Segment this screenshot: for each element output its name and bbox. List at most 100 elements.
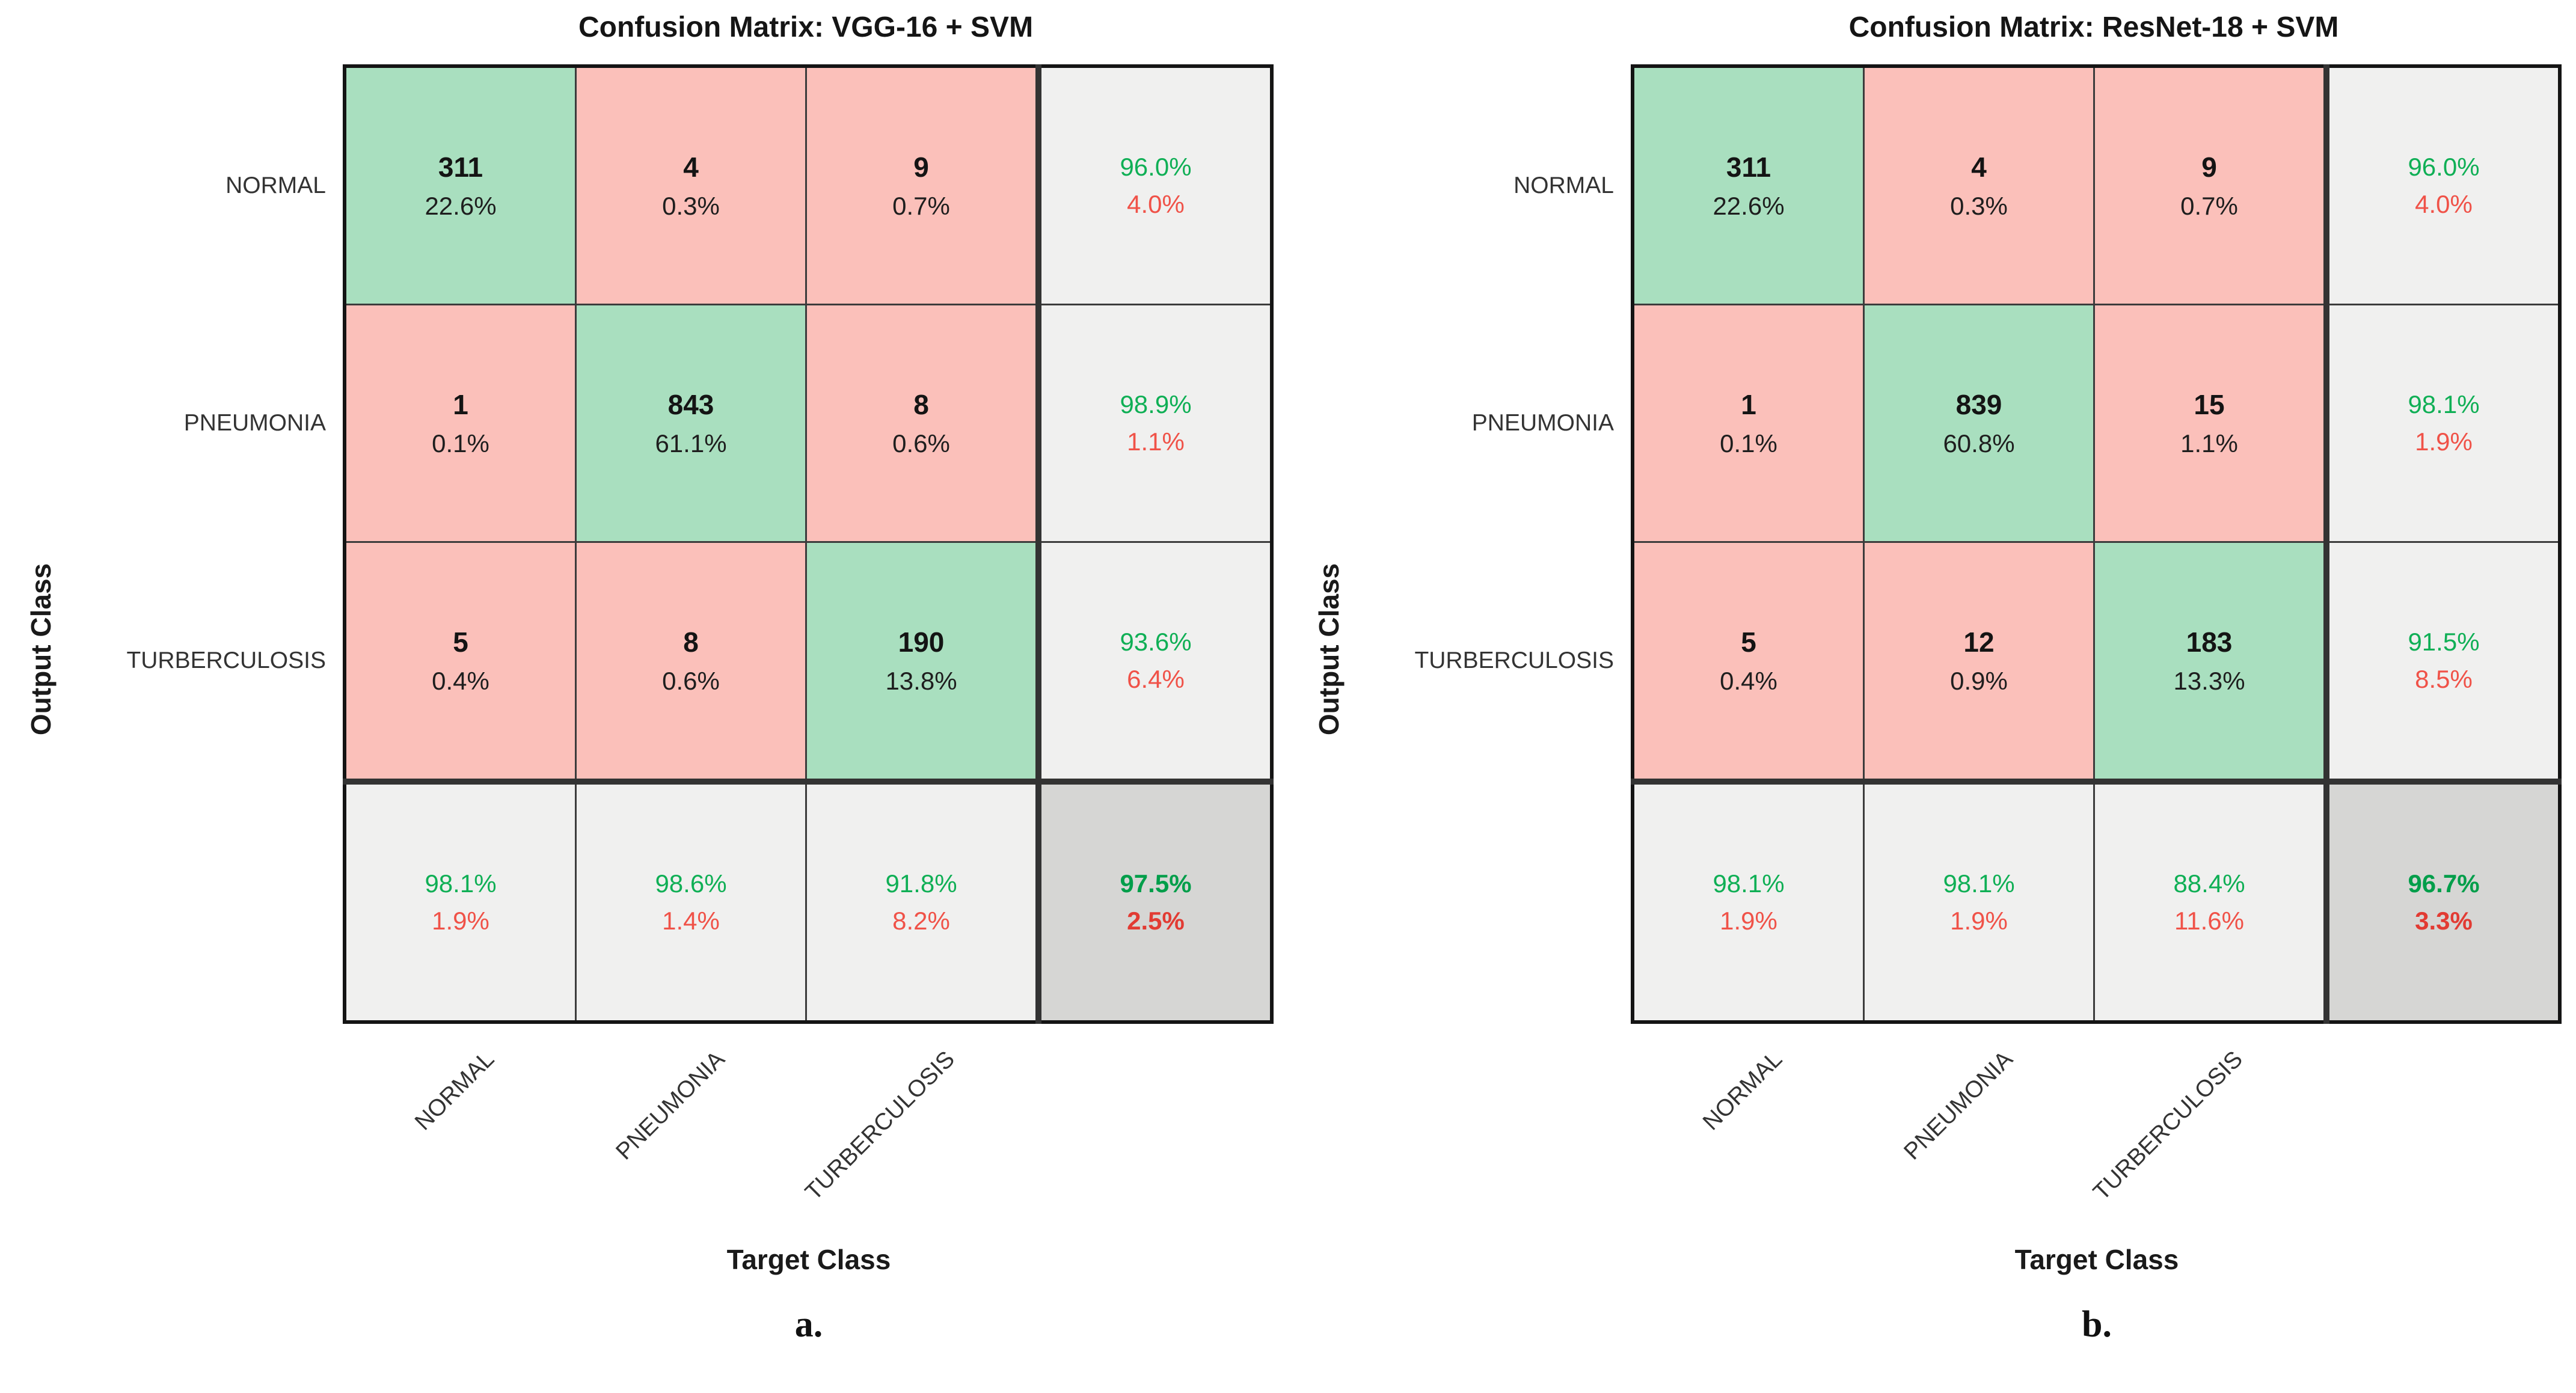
matrix-cell: 4 0.3% — [575, 65, 807, 305]
row-summary-cell: 96.0% 4.0% — [2323, 65, 2561, 305]
cell-count: 4 — [683, 152, 699, 183]
cell-count: 190 — [898, 626, 945, 658]
summary-green-percent: 98.1% — [425, 869, 497, 898]
matrix-cell: 8 0.6% — [575, 541, 807, 783]
summary-red-percent: 6.4% — [1127, 665, 1185, 693]
cell-count: 8 — [913, 389, 929, 420]
cell-percent: 13.8% — [885, 667, 957, 695]
matrix-cell: 8 0.6% — [805, 304, 1040, 543]
x-tick-label-normal: NORMAL — [1698, 1046, 1788, 1136]
chart-title: Confusion Matrix: ResNet-18 + SVM — [1848, 11, 2339, 43]
x-tick-label-pneumonia: PNEUMONIA — [610, 1046, 730, 1165]
row-summary-cell: 98.9% 1.1% — [1035, 304, 1273, 543]
cell-percent: 0.3% — [1950, 192, 2008, 220]
x-tick-label-turberculosis: TURBERCULOSIS — [2088, 1046, 2248, 1205]
matrix-cell: 183 13.3% — [2093, 541, 2328, 783]
row-summary-cell: 91.5% 8.5% — [2323, 541, 2561, 783]
col-summary-cell: 98.1% 1.9% — [1863, 779, 2095, 1023]
summary-green-percent: 91.8% — [885, 869, 957, 898]
summary-red-percent: 8.5% — [2415, 665, 2473, 693]
summary-green-percent: 91.5% — [2408, 628, 2480, 656]
cell-count: 12 — [1963, 626, 1995, 658]
confusion-matrix-panel-b: Confusion Matrix: ResNet-18 + SVM Output… — [1288, 0, 2576, 1393]
y-tick-label-pneumonia: PNEUMONIA — [183, 410, 326, 436]
summary-red-percent: 11.6% — [2174, 907, 2244, 935]
row-summary-cell: 96.0% 4.0% — [1035, 65, 1273, 305]
confusion-matrix-grid: 311 22.6% 4 0.3% 9 0.7% 96.0% 4.0% 1 0.1… — [1631, 64, 2562, 1024]
y-tick-label-pneumonia: PNEUMONIA — [1471, 410, 1614, 436]
cell-percent: 0.7% — [2180, 192, 2238, 220]
cell-percent: 0.4% — [432, 667, 489, 695]
cell-count: 4 — [1971, 152, 1987, 183]
cell-count: 9 — [913, 152, 929, 183]
cell-count: 8 — [683, 626, 699, 658]
row-summary-cell: 93.6% 6.4% — [1035, 541, 1273, 783]
x-tick-label-normal: NORMAL — [410, 1046, 500, 1136]
matrix-cell: 12 0.9% — [1863, 541, 2095, 783]
cell-percent: 0.3% — [662, 192, 720, 220]
summary-red-percent: 1.9% — [1720, 907, 1777, 935]
cell-count: 1 — [1741, 389, 1756, 420]
summary-red-percent: 1.4% — [662, 907, 720, 935]
summary-red-percent: 1.9% — [2415, 427, 2473, 456]
matrix-cell: 9 0.7% — [805, 65, 1040, 305]
summary-green-percent: 98.9% — [1120, 390, 1192, 418]
cell-count: 5 — [453, 626, 468, 658]
cell-percent: 0.1% — [432, 429, 489, 458]
matrix-row: 311 22.6% 4 0.3% 9 0.7% 96.0% 4.0% — [343, 65, 1273, 305]
row-summary-cell: 98.1% 1.9% — [2323, 304, 2561, 543]
summary-green-percent: 98.1% — [1943, 869, 2015, 898]
matrix-cell: 843 61.1% — [575, 304, 807, 543]
cell-percent: 0.6% — [662, 667, 720, 695]
summary-red-percent: 1.9% — [1950, 907, 2008, 935]
cell-percent: 0.1% — [1720, 429, 1777, 458]
summary-green-percent: 96.0% — [1120, 153, 1192, 181]
col-summary-cell: 98.1% 1.9% — [343, 779, 577, 1023]
overall-accuracy-cell: 96.7% 3.3% — [2323, 779, 2561, 1023]
cell-percent: 1.1% — [2180, 429, 2238, 458]
cell-count: 839 — [1955, 389, 2002, 420]
summary-row: 98.1% 1.9% 98.1% 1.9% 88.4% 11.6% 96.7% … — [1631, 779, 2561, 1023]
cell-count: 5 — [1741, 626, 1756, 658]
x-tick-label-pneumonia: PNEUMONIA — [1898, 1046, 2018, 1165]
col-summary-cell: 98.1% 1.9% — [1631, 779, 1865, 1023]
x-axis-label: Target Class — [2014, 1244, 2179, 1275]
matrix-cell: 1 0.1% — [343, 304, 577, 543]
matrix-cell: 839 60.8% — [1863, 304, 2095, 543]
overall-accuracy-cell: 97.5% 2.5% — [1035, 779, 1273, 1023]
cell-percent: 0.6% — [892, 429, 950, 458]
summary-red-percent: 4.0% — [2415, 190, 2473, 218]
matrix-cell: 5 0.4% — [1631, 541, 1865, 783]
cell-count: 1 — [453, 389, 468, 420]
y-tick-label-normal: NORMAL — [1513, 173, 1614, 198]
overall-accuracy-percent: 96.7% — [2408, 869, 2480, 898]
summary-green-percent: 93.6% — [1120, 628, 1192, 656]
cell-percent: 22.6% — [1713, 192, 1785, 220]
matrix-row: 5 0.4% 12 0.9% 183 13.3% 91.5% 8.5% — [1631, 541, 2561, 783]
y-tick-label-turberculosis: TURBERCULOSIS — [126, 648, 326, 673]
summary-green-percent: 96.0% — [2408, 153, 2480, 181]
overall-error-percent: 2.5% — [1127, 907, 1185, 935]
cell-count: 9 — [2201, 152, 2217, 183]
cell-count: 843 — [667, 389, 714, 420]
matrix-cell: 5 0.4% — [343, 541, 577, 783]
subfigure-caption-b: b. — [2082, 1304, 2112, 1345]
summary-red-percent: 1.1% — [1127, 427, 1185, 456]
summary-green-percent: 98.6% — [655, 869, 727, 898]
cell-percent: 22.6% — [425, 192, 497, 220]
col-summary-cell: 98.6% 1.4% — [575, 779, 807, 1023]
summary-red-percent: 8.2% — [892, 907, 950, 935]
col-summary-cell: 91.8% 8.2% — [805, 779, 1040, 1023]
chart-title: Confusion Matrix: VGG-16 + SVM — [578, 11, 1034, 43]
cell-percent: 0.4% — [1720, 667, 1777, 695]
cell-percent: 61.1% — [655, 429, 727, 458]
matrix-cell: 15 1.1% — [2093, 304, 2328, 543]
cell-count: 15 — [2194, 389, 2225, 420]
cell-percent: 0.7% — [892, 192, 950, 220]
matrix-row: 1 0.1% 839 60.8% 15 1.1% 98.1% 1.9% — [1631, 304, 2561, 543]
confusion-matrix-grid: 311 22.6% 4 0.3% 9 0.7% 96.0% 4.0% 1 0.1… — [343, 64, 1274, 1024]
summary-red-percent: 4.0% — [1127, 190, 1185, 218]
summary-row: 98.1% 1.9% 98.6% 1.4% 91.8% 8.2% 97.5% 2… — [343, 779, 1273, 1023]
matrix-row: 5 0.4% 8 0.6% 190 13.8% 93.6% 6.4% — [343, 541, 1273, 783]
